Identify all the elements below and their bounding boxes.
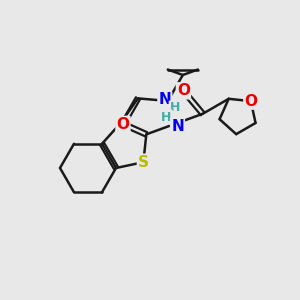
Text: N: N bbox=[171, 118, 184, 134]
Text: O: O bbox=[177, 83, 190, 98]
Text: H: H bbox=[169, 101, 180, 115]
Text: O: O bbox=[244, 94, 257, 109]
Text: H: H bbox=[161, 111, 172, 124]
Text: O: O bbox=[116, 117, 129, 132]
Text: N: N bbox=[158, 92, 171, 107]
Text: S: S bbox=[138, 155, 149, 170]
